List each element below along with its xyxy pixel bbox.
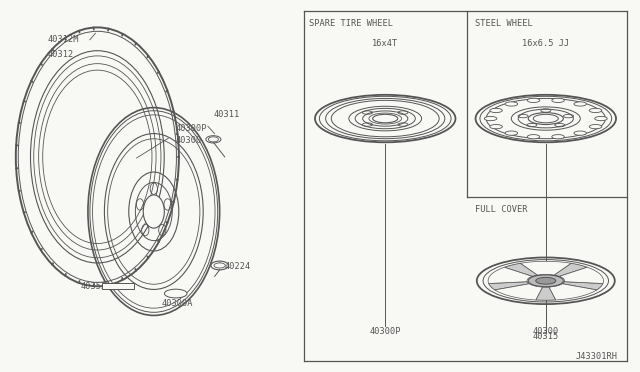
- Text: 40315: 40315: [532, 332, 559, 341]
- Ellipse shape: [369, 113, 401, 124]
- Text: SPARE TIRE WHEEL: SPARE TIRE WHEEL: [309, 19, 394, 28]
- Text: 40224: 40224: [225, 262, 251, 271]
- Text: 40353: 40353: [81, 282, 107, 291]
- Ellipse shape: [505, 131, 518, 135]
- Ellipse shape: [484, 116, 497, 121]
- Polygon shape: [488, 267, 532, 283]
- Polygon shape: [563, 282, 603, 290]
- Ellipse shape: [536, 278, 556, 284]
- Ellipse shape: [527, 135, 540, 139]
- Text: 40300: 40300: [532, 327, 559, 336]
- Ellipse shape: [589, 125, 602, 129]
- Polygon shape: [559, 267, 604, 283]
- Ellipse shape: [505, 102, 518, 106]
- Ellipse shape: [589, 108, 602, 113]
- Ellipse shape: [574, 131, 586, 135]
- Ellipse shape: [527, 98, 540, 103]
- Ellipse shape: [490, 125, 502, 129]
- Polygon shape: [102, 283, 134, 289]
- Text: 40300P: 40300P: [369, 327, 401, 336]
- Ellipse shape: [214, 263, 225, 268]
- Ellipse shape: [528, 113, 563, 125]
- Polygon shape: [549, 284, 596, 300]
- Polygon shape: [536, 287, 556, 300]
- Text: 40312: 40312: [47, 49, 74, 58]
- Ellipse shape: [552, 135, 564, 139]
- Polygon shape: [495, 284, 543, 300]
- Text: 16x4T: 16x4T: [372, 39, 398, 48]
- Text: 40300P: 40300P: [176, 124, 207, 133]
- Text: J43301RH: J43301RH: [576, 352, 618, 361]
- Ellipse shape: [552, 98, 564, 103]
- Ellipse shape: [209, 137, 218, 142]
- Text: 40312M: 40312M: [47, 35, 79, 44]
- Text: FULL COVER: FULL COVER: [475, 205, 527, 214]
- Ellipse shape: [164, 289, 187, 298]
- Ellipse shape: [490, 108, 502, 113]
- Polygon shape: [504, 263, 538, 276]
- Polygon shape: [520, 261, 571, 275]
- Text: 40311: 40311: [213, 110, 239, 119]
- Polygon shape: [489, 282, 529, 290]
- Text: 40300: 40300: [176, 136, 202, 145]
- Polygon shape: [554, 263, 588, 276]
- Text: 40300A: 40300A: [162, 299, 193, 308]
- Text: STEEL WHEEL: STEEL WHEEL: [475, 19, 532, 28]
- Ellipse shape: [595, 116, 607, 121]
- Ellipse shape: [143, 195, 164, 228]
- Text: 16x6.5 JJ: 16x6.5 JJ: [522, 39, 570, 48]
- Ellipse shape: [528, 275, 563, 287]
- Ellipse shape: [574, 102, 586, 106]
